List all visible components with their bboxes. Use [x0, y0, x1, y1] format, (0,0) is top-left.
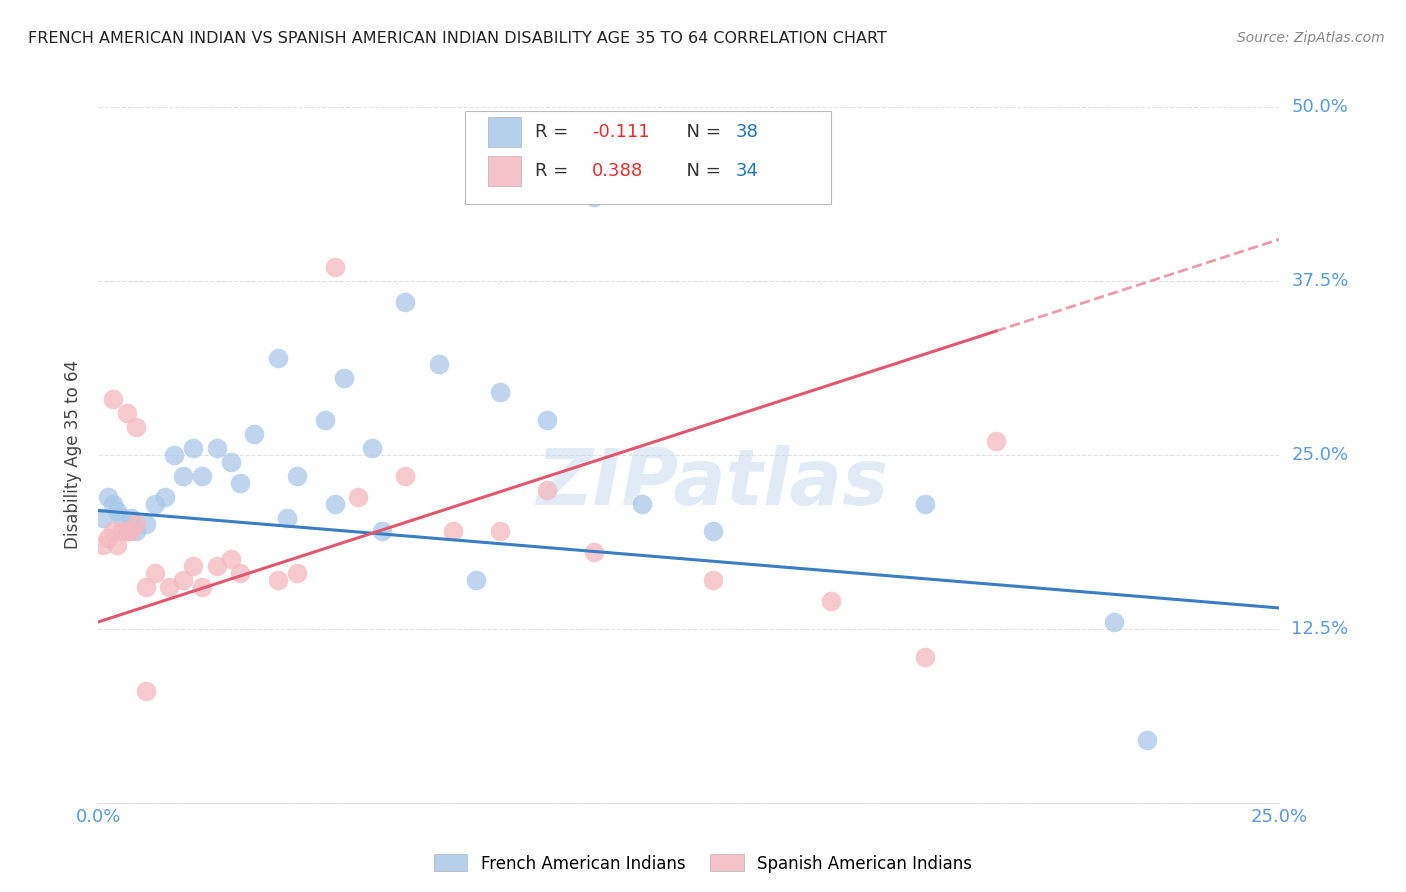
- Point: [820, 594, 842, 608]
- Point: [314, 413, 336, 427]
- Text: Source: ZipAtlas.com: Source: ZipAtlas.com: [1237, 31, 1385, 45]
- Text: 37.5%: 37.5%: [1291, 272, 1348, 290]
- Point: [285, 566, 308, 581]
- Point: [285, 468, 308, 483]
- Point: [125, 524, 148, 539]
- Point: [121, 510, 143, 524]
- Point: [536, 413, 558, 427]
- FancyBboxPatch shape: [488, 118, 522, 146]
- Point: [394, 294, 416, 309]
- Point: [267, 573, 290, 587]
- Point: [361, 441, 384, 455]
- Point: [267, 351, 290, 365]
- Point: [172, 573, 194, 587]
- Point: [276, 510, 298, 524]
- Point: [191, 580, 214, 594]
- Text: 25.0%: 25.0%: [1291, 446, 1348, 464]
- Point: [111, 524, 134, 539]
- Point: [181, 441, 204, 455]
- Point: [172, 468, 194, 483]
- Point: [115, 524, 138, 539]
- Text: ZIPatlas: ZIPatlas: [537, 445, 889, 521]
- Point: [143, 566, 166, 581]
- Point: [121, 524, 143, 539]
- Text: 50.0%: 50.0%: [1291, 98, 1348, 116]
- Point: [1102, 615, 1125, 629]
- Point: [229, 475, 252, 490]
- Point: [153, 490, 176, 504]
- Point: [394, 468, 416, 483]
- Point: [115, 406, 138, 420]
- Point: [205, 441, 228, 455]
- Point: [115, 524, 138, 539]
- Point: [91, 538, 114, 552]
- Point: [427, 358, 450, 372]
- Point: [101, 497, 124, 511]
- Point: [702, 573, 724, 587]
- Point: [347, 490, 370, 504]
- Point: [101, 392, 124, 407]
- Point: [583, 190, 606, 204]
- Point: [371, 524, 394, 539]
- FancyBboxPatch shape: [488, 156, 522, 186]
- Point: [489, 524, 512, 539]
- Point: [1136, 733, 1159, 747]
- Point: [205, 559, 228, 574]
- Point: [243, 427, 266, 442]
- Text: -0.111: -0.111: [592, 123, 650, 141]
- Point: [441, 524, 464, 539]
- Point: [984, 434, 1007, 448]
- Point: [157, 580, 180, 594]
- Point: [323, 260, 346, 274]
- Text: N =: N =: [675, 162, 727, 180]
- Point: [219, 552, 242, 566]
- Point: [323, 497, 346, 511]
- Point: [191, 468, 214, 483]
- Point: [630, 497, 652, 511]
- Point: [135, 684, 157, 698]
- Point: [914, 497, 936, 511]
- Point: [465, 573, 488, 587]
- Legend: French American Indians, Spanish American Indians: French American Indians, Spanish America…: [427, 847, 979, 880]
- Point: [101, 524, 124, 539]
- Point: [105, 503, 128, 517]
- Point: [111, 510, 134, 524]
- Point: [135, 580, 157, 594]
- FancyBboxPatch shape: [464, 111, 831, 204]
- Text: 12.5%: 12.5%: [1291, 620, 1348, 638]
- Point: [105, 538, 128, 552]
- Text: N =: N =: [675, 123, 727, 141]
- Point: [97, 490, 120, 504]
- Text: FRENCH AMERICAN INDIAN VS SPANISH AMERICAN INDIAN DISABILITY AGE 35 TO 64 CORREL: FRENCH AMERICAN INDIAN VS SPANISH AMERIC…: [28, 31, 887, 46]
- Point: [333, 371, 356, 385]
- Point: [536, 483, 558, 497]
- Point: [135, 517, 157, 532]
- Text: 0.388: 0.388: [592, 162, 644, 180]
- Text: 38: 38: [737, 123, 759, 141]
- Text: 34: 34: [737, 162, 759, 180]
- Point: [97, 532, 120, 546]
- Point: [219, 455, 242, 469]
- Point: [91, 510, 114, 524]
- Point: [914, 649, 936, 664]
- Point: [229, 566, 252, 581]
- Y-axis label: Disability Age 35 to 64: Disability Age 35 to 64: [65, 360, 83, 549]
- Point: [181, 559, 204, 574]
- Point: [163, 448, 186, 462]
- Text: R =: R =: [536, 123, 575, 141]
- Text: R =: R =: [536, 162, 575, 180]
- Point: [143, 497, 166, 511]
- Point: [702, 524, 724, 539]
- Point: [489, 385, 512, 400]
- Point: [125, 517, 148, 532]
- Point: [583, 545, 606, 559]
- Point: [125, 420, 148, 434]
